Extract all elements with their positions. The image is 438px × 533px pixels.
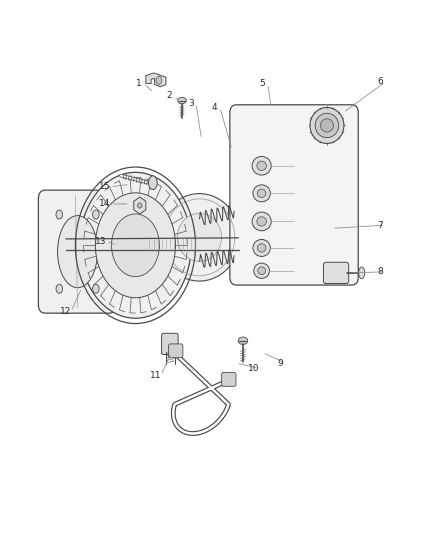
Ellipse shape	[128, 262, 136, 268]
Ellipse shape	[159, 193, 240, 281]
Ellipse shape	[177, 213, 222, 261]
Text: 4: 4	[212, 103, 217, 112]
Ellipse shape	[315, 114, 339, 138]
Text: 10: 10	[248, 364, 260, 373]
FancyBboxPatch shape	[323, 262, 349, 284]
Ellipse shape	[80, 172, 191, 318]
FancyBboxPatch shape	[169, 344, 183, 358]
Ellipse shape	[257, 244, 266, 252]
Text: 2: 2	[166, 91, 172, 100]
FancyBboxPatch shape	[39, 190, 117, 313]
Ellipse shape	[253, 185, 270, 202]
Ellipse shape	[141, 258, 149, 264]
Ellipse shape	[138, 203, 142, 208]
Text: 1: 1	[136, 79, 141, 88]
Text: 3: 3	[188, 99, 194, 108]
Ellipse shape	[254, 263, 269, 278]
Ellipse shape	[56, 284, 63, 293]
FancyBboxPatch shape	[230, 105, 358, 285]
Ellipse shape	[117, 233, 125, 240]
Ellipse shape	[147, 242, 155, 248]
Ellipse shape	[257, 217, 266, 226]
Text: 7: 7	[377, 221, 383, 230]
Polygon shape	[146, 73, 166, 87]
Ellipse shape	[252, 156, 271, 175]
Ellipse shape	[252, 212, 271, 231]
Text: 8: 8	[377, 268, 383, 276]
Text: 13: 13	[95, 237, 106, 246]
Ellipse shape	[95, 193, 176, 298]
Polygon shape	[134, 197, 146, 214]
Ellipse shape	[359, 267, 365, 279]
Text: 5: 5	[260, 79, 265, 88]
Ellipse shape	[257, 161, 266, 171]
Ellipse shape	[92, 284, 99, 293]
Ellipse shape	[178, 98, 186, 104]
Ellipse shape	[128, 222, 136, 229]
Ellipse shape	[257, 189, 266, 198]
Ellipse shape	[112, 214, 159, 277]
Text: 11: 11	[150, 370, 162, 379]
Ellipse shape	[258, 267, 265, 274]
Text: 6: 6	[377, 77, 383, 86]
Ellipse shape	[56, 210, 63, 219]
Ellipse shape	[92, 210, 99, 219]
Ellipse shape	[148, 176, 157, 190]
Ellipse shape	[253, 239, 270, 256]
Ellipse shape	[57, 216, 98, 288]
Text: 12: 12	[60, 307, 71, 316]
FancyBboxPatch shape	[241, 108, 356, 274]
FancyBboxPatch shape	[222, 373, 236, 386]
Ellipse shape	[310, 108, 344, 143]
Ellipse shape	[321, 119, 333, 132]
Text: 14: 14	[99, 199, 111, 208]
Ellipse shape	[141, 226, 149, 232]
Text: 15: 15	[99, 182, 111, 191]
Ellipse shape	[238, 337, 248, 344]
Ellipse shape	[117, 251, 125, 257]
Text: 9: 9	[277, 359, 283, 367]
Ellipse shape	[156, 76, 162, 84]
FancyBboxPatch shape	[162, 333, 178, 354]
